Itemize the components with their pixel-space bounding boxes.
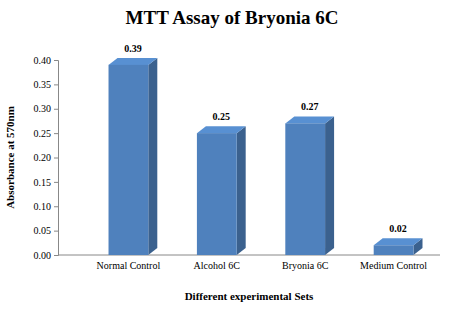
data-label: 0.25 xyxy=(213,111,231,122)
bar-top xyxy=(109,58,158,65)
title: MTT Assay of Bryonia 6C xyxy=(126,7,339,28)
x-tick: Bryonia 6C xyxy=(282,260,329,271)
y-tick-mark xyxy=(54,109,58,110)
y-tick-label: 0.20 xyxy=(34,152,52,163)
y-tick-mark xyxy=(54,158,58,159)
y-tick-mark xyxy=(54,133,58,134)
data-label: 0.39 xyxy=(124,43,142,54)
x-axis-title: Different experimental Sets xyxy=(185,290,314,302)
y-tick: 0.40 xyxy=(34,55,59,66)
y-tick-label: 0.25 xyxy=(34,128,52,139)
bar-side xyxy=(237,126,246,255)
y-tick-label: 0.00 xyxy=(34,250,52,261)
bar-top xyxy=(285,116,334,123)
x-axis: Normal Control Alcohol 6C Bryonia 6C Medium… xyxy=(58,255,440,271)
y-tick-label: 0.15 xyxy=(34,177,52,188)
y-tick: 0.20 xyxy=(34,152,59,163)
bar-side xyxy=(148,58,157,255)
y-tick-mark xyxy=(54,182,58,183)
x-tick-label: Medium Control xyxy=(360,260,427,271)
y-tick-label: 0.40 xyxy=(34,55,52,66)
chart: 0.00 0.05 0.10 0.15 0.20 0.25 0.30 0.35 0.40 Norm… xyxy=(0,0,464,312)
x-tick: Alcohol 6C xyxy=(194,260,241,271)
data-labels: 0.39 0.25 0.27 0.02 xyxy=(124,43,407,234)
bar xyxy=(109,65,149,255)
x-tick-label: Alcohol 6C xyxy=(194,260,241,271)
bars xyxy=(109,58,423,255)
bar-side xyxy=(325,116,334,255)
y-tick-label: 0.05 xyxy=(34,225,52,236)
x-tick: Normal Control xyxy=(97,260,161,271)
bar-top xyxy=(197,126,246,133)
y-axis: 0.00 0.05 0.10 0.15 0.20 0.25 0.30 0.35 0.40 xyxy=(34,55,59,261)
bar xyxy=(197,133,237,255)
x-tick: Medium Control xyxy=(360,260,427,271)
y-tick-mark xyxy=(54,231,58,232)
y-tick: 0.35 xyxy=(34,79,59,90)
y-tick-mark xyxy=(54,60,58,61)
y-tick: 0.05 xyxy=(34,225,59,236)
bar-top xyxy=(374,238,423,245)
y-tick-mark xyxy=(54,84,58,85)
y-tick-label: 0.35 xyxy=(34,79,52,90)
y-tick: 0.15 xyxy=(34,177,59,188)
x-tick-label: Normal Control xyxy=(97,260,161,271)
y-tick-mark xyxy=(54,206,58,207)
bar xyxy=(285,123,325,255)
y-tick: 0.10 xyxy=(34,201,59,212)
bar xyxy=(374,245,414,255)
y-tick-label: 0.30 xyxy=(34,103,52,114)
data-label: 0.02 xyxy=(389,223,407,234)
y-axis-title: Absorbance at 570nm xyxy=(4,106,16,209)
y-tick: 0.25 xyxy=(34,128,59,139)
y-tick: 0.30 xyxy=(34,103,59,114)
y-tick: 0.00 xyxy=(34,250,59,261)
y-tick-mark xyxy=(54,255,58,256)
data-label: 0.27 xyxy=(301,101,319,112)
y-tick-label: 0.10 xyxy=(34,201,52,212)
x-tick-label: Bryonia 6C xyxy=(282,260,329,271)
y-axis-line xyxy=(54,61,59,256)
